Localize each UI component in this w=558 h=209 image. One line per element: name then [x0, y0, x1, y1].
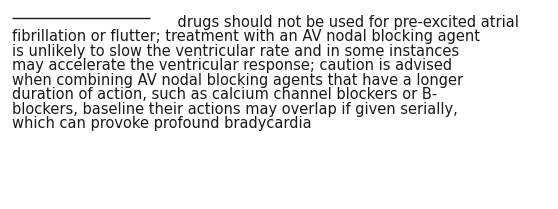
- Text: may accelerate the ventricular response; caution is advised: may accelerate the ventricular response;…: [12, 58, 453, 73]
- Text: when combining AV nodal blocking agents that have a longer: when combining AV nodal blocking agents …: [12, 73, 463, 88]
- Text: blockers, baseline their actions may overlap if given serially,: blockers, baseline their actions may ove…: [12, 102, 458, 117]
- Text: drugs should not be used for pre-excited atrial: drugs should not be used for pre-excited…: [12, 15, 519, 30]
- Text: which can provoke profound bradycardia: which can provoke profound bradycardia: [12, 116, 312, 131]
- Text: duration of action, such as calcium channel blockers or B-: duration of action, such as calcium chan…: [12, 87, 437, 102]
- Text: is unlikely to slow the ventricular rate and in some instances: is unlikely to slow the ventricular rate…: [12, 44, 459, 59]
- Text: fibrillation or flutter; treatment with an AV nodal blocking agent: fibrillation or flutter; treatment with …: [12, 29, 480, 44]
